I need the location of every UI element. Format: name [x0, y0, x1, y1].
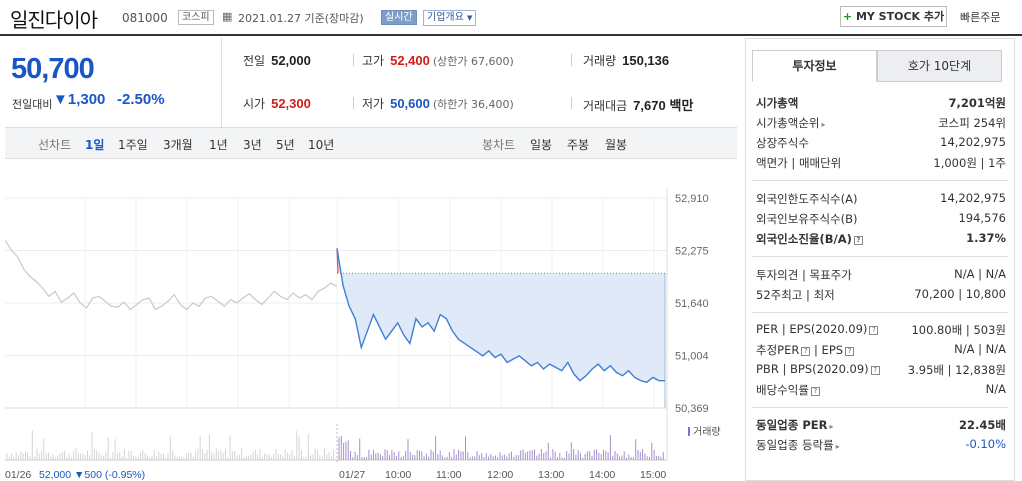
sector-per-row: 동일업종 PER ▸ 22.45배 — [756, 418, 1006, 432]
x-tick-label: 01/27 — [339, 469, 365, 481]
foreign-limit-row: 외국인한도주식수(A) 14,202,975 — [756, 191, 1006, 206]
sector-change-row: 동일업종 등락률 ▸ -0.10% — [756, 437, 1006, 452]
below-prev-close-area — [337, 248, 665, 383]
x-tick-label: 12:00 — [487, 469, 513, 481]
period-5y[interactable]: 5년 — [276, 138, 295, 152]
help-icon[interactable]: ? — [870, 366, 880, 375]
high-price: 고가 52,400 (상한가 67,600) — [362, 53, 514, 68]
tab-invest-info[interactable]: 투자정보 — [752, 50, 877, 82]
current-price: 50,700 — [11, 53, 95, 85]
change-value: ▼1,300 — [53, 91, 106, 108]
stock-code: 081000 — [122, 11, 168, 25]
est-per-row: 추정PER? | EPS? N/A | N/A — [756, 342, 1006, 357]
help-icon[interactable]: ? — [801, 347, 811, 356]
market-tag: 코스피 — [178, 10, 214, 25]
fast-order-link[interactable]: 빠른주문 — [960, 11, 1001, 24]
price-chart[interactable]: 52,910 52,275 51,640 51,004 50,369 거래량 01/26… — [5, 160, 737, 481]
candle-monthly[interactable]: 월봉 — [605, 138, 628, 152]
add-mystock-button[interactable]: + MY STOCK 추가 — [840, 6, 947, 27]
shares-row: 상장주식수 14,202,975 — [756, 135, 1006, 150]
help-icon[interactable]: ? — [810, 387, 820, 396]
help-icon[interactable]: ? — [845, 347, 855, 356]
change-percent: -2.50% — [117, 91, 165, 108]
y-tick-label: 50,369 — [675, 403, 709, 415]
x-tick-label: 13:00 — [538, 469, 564, 481]
down-arrow-icon: ▼ — [53, 91, 68, 108]
price-box: 50,700 전일대비 ▼1,300 -2.50% — [5, 38, 222, 128]
y-tick-label: 51,004 — [675, 351, 709, 363]
period-1d[interactable]: 1일 — [85, 138, 105, 152]
x-tick-label: 15:00 — [640, 469, 666, 481]
caret-right-icon[interactable]: ▸ — [821, 120, 826, 129]
candle-chart-label: 봉차트 — [482, 138, 516, 152]
period-10y[interactable]: 10년 — [308, 138, 335, 152]
company-overview-button[interactable]: 기업개요 ▼ — [423, 10, 477, 26]
trade-amount: 거래대금 7,670 백만 — [583, 98, 694, 113]
volume-legend-swatch — [688, 427, 690, 436]
prev-day-line — [5, 239, 338, 311]
par-value-row: 액면가 | 매매단위 1,000원 | 1주 — [756, 156, 1006, 170]
invest-info-panel: 투자정보 호가 10단계 시가총액 7,201억원 시가총액순위 ▸ 코스피 254위… — [745, 38, 1015, 481]
candle-daily[interactable]: 일봉 — [530, 138, 553, 152]
per-row: PER | EPS(2020.09)? 100.80배 | 503원 — [756, 322, 1006, 337]
calendar-icon: ▦ — [222, 10, 233, 23]
caret-right-icon[interactable]: ▸ — [835, 442, 840, 451]
foreign-hold-row: 외국인보유주식수(B) 194,576 — [756, 211, 1006, 226]
help-icon[interactable]: ? — [869, 326, 879, 335]
market-cap-row: 시가총액 7,201억원 — [756, 96, 1006, 110]
chevron-down-icon: ▼ — [467, 14, 473, 22]
x-tick-label: 01/26 — [5, 469, 31, 481]
foreign-ratio-row: 외국인소진율(B/A)? 1.37% — [756, 231, 1006, 246]
x-tick-label: 11:00 — [436, 469, 462, 481]
stock-header: 일진다이아 081000 코스피 ▦ 2021.01.27 기준(장마감) 실시… — [0, 0, 1022, 36]
candle-weekly[interactable]: 주봉 — [567, 138, 590, 152]
dividend-row: 배당수익률? N/A — [756, 382, 1006, 397]
market-cap-rank-row: 시가총액순위 ▸ 코스피 254위 — [756, 116, 1006, 130]
today-line — [336, 248, 665, 384]
plus-icon: + — [842, 10, 853, 23]
open-price: 시가 52,300 — [243, 96, 311, 111]
change-label: 전일대비 — [12, 98, 53, 111]
help-icon[interactable]: ? — [853, 236, 863, 245]
date-text: 2021.01.27 기준(장마감) — [238, 12, 364, 25]
period-3y[interactable]: 3년 — [243, 138, 262, 152]
period-3m[interactable]: 3개월 — [163, 138, 193, 152]
quote-panel: 50,700 전일대비 ▼1,300 -2.50% 전일 52,000 시가 52,… — [5, 38, 737, 128]
line-chart-label: 선차트 — [38, 138, 72, 152]
52week-row: 52주최고 | 최저 70,200 | 10,800 — [756, 287, 1006, 302]
x-tick-label: 10:00 — [385, 469, 411, 481]
tab-orderbook[interactable]: 호가 10단계 — [877, 50, 1002, 82]
volume: 거래량 150,136 — [583, 53, 670, 68]
realtime-tag[interactable]: 실시간 — [381, 10, 417, 25]
caret-right-icon[interactable]: ▸ — [829, 422, 834, 431]
pbr-row: PBR | BPS(2020.09)? 3.95배 | 12,838원 — [756, 362, 1006, 377]
low-price: 저가 50,600 (하한가 36,400) — [362, 96, 514, 111]
prev-close: 전일 52,000 — [243, 53, 311, 68]
period-1y[interactable]: 1년 — [209, 138, 228, 152]
y-tick-label: 51,640 — [675, 298, 709, 310]
opinion-row: 투자의견 | 목표주가 N/A | N/A — [756, 267, 1006, 282]
volume-legend: 거래량 — [693, 426, 721, 438]
period-1w[interactable]: 1주일 — [118, 138, 148, 152]
stock-name: 일진다이아 — [10, 8, 98, 32]
period-bar: 선차트 1일 1주일 3개월 1년 3년 5년 10년 봉차트 일봉 주봉 월봉 — [5, 128, 737, 159]
x-tick-label: 14:00 — [589, 469, 615, 481]
y-tick-label: 52,275 — [675, 246, 709, 258]
prev-day-summary: 52,000 ▼500 (-0.95%) — [39, 469, 145, 481]
y-tick-label: 52,910 — [675, 193, 709, 205]
